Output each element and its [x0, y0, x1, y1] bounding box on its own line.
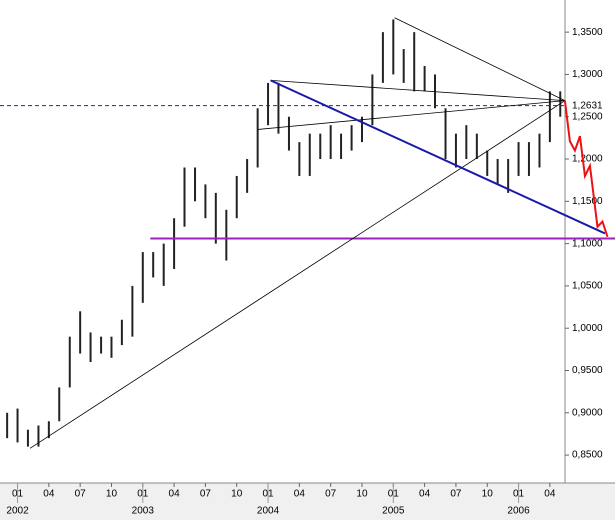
trendline — [270, 79, 606, 235]
x-tick-label: 04 — [419, 489, 431, 500]
x-tick-label: 04 — [169, 489, 181, 500]
y-tick-label: 1,2000 — [572, 154, 603, 165]
year-label: 2004 — [257, 506, 280, 517]
x-tick-label: 04 — [294, 489, 306, 500]
x-tick-label: 04 — [544, 489, 556, 500]
x-tick-label: 07 — [450, 489, 462, 500]
x-tick-label: 07 — [200, 489, 212, 500]
x-tick-label: 07 — [325, 489, 337, 500]
x-tick-label: 10 — [482, 489, 494, 500]
x-tick-label: 10 — [231, 489, 243, 500]
x-tick-label: 07 — [75, 489, 87, 500]
y-tick-label: 1,0500 — [572, 281, 603, 292]
year-label: 2006 — [507, 506, 530, 517]
x-tick-label: 10 — [106, 489, 118, 500]
y-tick-label: 0,9000 — [572, 407, 603, 418]
y-tick-label: 0,9500 — [572, 365, 603, 376]
y-tick-label: 1,1000 — [572, 238, 603, 249]
year-label: 2002 — [6, 506, 29, 517]
x-axis-band — [0, 483, 615, 520]
y-tick-label: 1,0000 — [572, 323, 603, 334]
trendline — [270, 79, 565, 102]
x-tick-label: 10 — [356, 489, 368, 500]
trendline — [394, 17, 566, 102]
trendline — [257, 100, 565, 130]
reference-label: 1,2631 — [572, 100, 603, 111]
year-label: 2003 — [132, 506, 155, 517]
year-label: 2005 — [382, 506, 405, 517]
x-tick-label: 04 — [43, 489, 55, 500]
forecast-line — [563, 100, 609, 238]
y-tick-label: 1,3500 — [572, 27, 603, 38]
trendline — [29, 100, 566, 449]
y-tick-label: 1,3000 — [572, 69, 603, 80]
y-tick-label: 1,1500 — [572, 196, 603, 207]
y-tick-label: 0,8500 — [572, 450, 603, 461]
y-tick-label: 1,2500 — [572, 111, 603, 122]
